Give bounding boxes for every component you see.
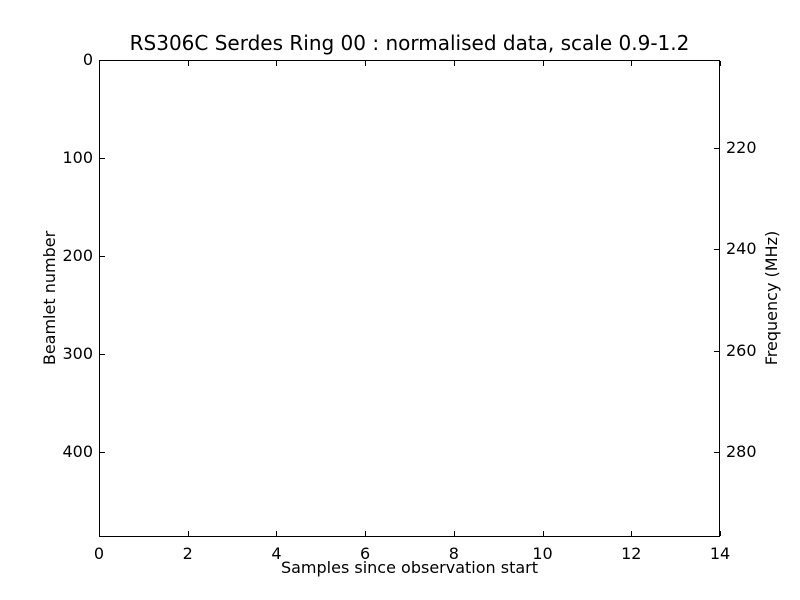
- x-tick-bottom: [99, 531, 100, 536]
- x-tick-bottom: [542, 531, 544, 536]
- x-tick-bottom: [720, 531, 721, 536]
- x-tick-label: 4: [271, 544, 282, 563]
- x-tick-label: 10: [532, 544, 553, 563]
- y-tick-left: [100, 255, 105, 257]
- y-tick-left: [100, 60, 105, 61]
- y-tick-label-left: 100: [62, 147, 93, 167]
- y-tick-label-left: 0: [82, 50, 93, 69]
- y-tick-right: [714, 249, 719, 251]
- y-tick-label-right: 260: [726, 340, 757, 360]
- y-tick-left: [100, 157, 105, 159]
- x-tick-label: 8: [448, 544, 459, 563]
- plot-title: RS306C Serdes Ring 00 : normalised data,…: [129, 31, 690, 55]
- y-tick-left: [100, 451, 105, 453]
- x-tick-top: [542, 61, 544, 66]
- plot-area: [99, 60, 721, 537]
- x-tick-label: 6: [360, 544, 371, 563]
- x-tick-label: 12: [621, 544, 642, 563]
- x-tick-bottom: [187, 531, 189, 536]
- y-tick-right: [714, 451, 719, 453]
- x-tick-top: [276, 61, 278, 66]
- x-axis-label: Samples since observation start: [280, 558, 539, 577]
- x-tick-bottom: [453, 531, 455, 536]
- y-tick-label-left: 200: [62, 245, 93, 265]
- x-tick-bottom: [631, 531, 633, 536]
- y-tick-left: [100, 353, 105, 355]
- y-axis-label-left: Beamlet number: [40, 230, 59, 366]
- y-tick-right: [714, 148, 719, 150]
- x-tick-top: [631, 61, 633, 66]
- y-tick-label-left: 400: [62, 441, 93, 461]
- x-tick-bottom: [276, 531, 278, 536]
- x-tick-top: [453, 61, 455, 66]
- x-tick-top: [365, 61, 367, 66]
- x-tick-label: 2: [182, 544, 193, 563]
- y-tick-label-right: 240: [726, 239, 757, 259]
- x-tick-top: [99, 61, 100, 66]
- x-tick-bottom: [365, 531, 367, 536]
- y-tick-label-left: 300: [62, 343, 93, 363]
- x-tick-label: 0: [93, 544, 105, 563]
- x-tick-top: [187, 61, 189, 66]
- y-tick-label-right: 220: [726, 138, 757, 158]
- y-tick-label-right: 280: [726, 441, 757, 461]
- x-tick-label: 14: [709, 544, 731, 563]
- y-tick-right: [714, 350, 719, 352]
- y-axis-label-right: Frequency (MHz): [762, 230, 781, 366]
- x-tick-top: [720, 61, 721, 66]
